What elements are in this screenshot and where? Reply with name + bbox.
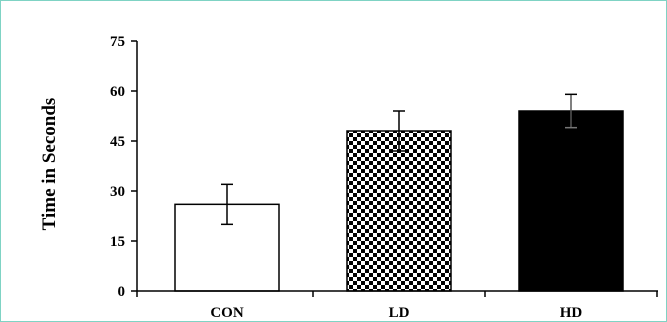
bar-ld: [346, 130, 452, 292]
bar-hd: [518, 110, 624, 292]
y-axis-title: Time in Seconds: [39, 98, 60, 231]
y-axis: 0 15 30 45 60 75: [110, 34, 138, 300]
y-tick-label: 30: [110, 184, 125, 200]
y-tick-label: 0: [118, 284, 126, 300]
error-bars: [221, 93, 577, 226]
x-category-label: CON: [210, 305, 244, 321]
x-axis: CON LD HD: [136, 290, 658, 321]
y-tick-label: 60: [110, 84, 125, 100]
x-category-label: HD: [560, 305, 583, 321]
y-tick-label: 45: [110, 134, 125, 150]
x-category-label: LD: [389, 305, 410, 321]
y-tick-label: 75: [110, 34, 125, 50]
y-tick-label: 15: [110, 234, 125, 250]
